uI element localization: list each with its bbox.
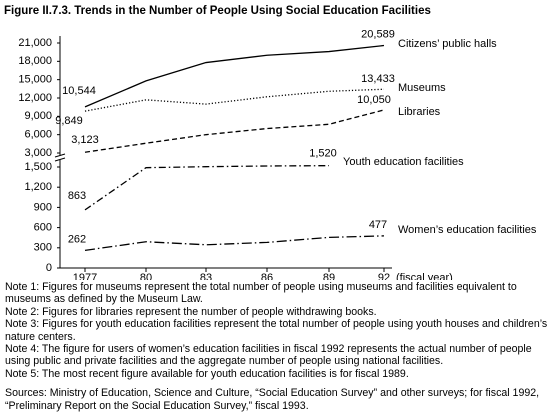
series-line — [84, 109, 385, 153]
y-tick-label: 3,000 — [24, 147, 52, 159]
series-line — [84, 165, 330, 211]
x-tick-label: 92 — [378, 272, 390, 280]
series-line — [84, 88, 385, 112]
value-label: 262 — [68, 233, 86, 245]
x-tick-label: 86 — [261, 272, 273, 280]
value-label: 13,433 — [361, 73, 395, 85]
y-tick-label: 600 — [34, 222, 52, 234]
value-label: 477 — [369, 219, 387, 231]
value-label: 863 — [68, 190, 86, 202]
note: Note 2: Figures for libraries represent … — [5, 305, 377, 318]
value-label: 9,849 — [55, 115, 83, 127]
note: Note 4: The figure for users of women’s … — [5, 343, 532, 368]
value-label: 3,123 — [71, 134, 99, 146]
y-tick-label: 6,000 — [24, 129, 52, 141]
value-label: 1,520 — [309, 148, 337, 160]
x-tick-label: 89 — [323, 272, 335, 280]
y-tick-label: 300 — [34, 242, 52, 254]
y-tick-label: 0 — [46, 262, 52, 274]
y-tick-label: 9,000 — [24, 110, 52, 122]
chart-title: Figure II.7.3. Trends in the Number of P… — [4, 5, 431, 17]
note: Note 3: Figures for youth education faci… — [5, 318, 548, 343]
y-tick-label: 15,000 — [18, 74, 52, 86]
note: Note 1: Figures for museums represent th… — [5, 281, 517, 306]
x-axis-label: (fiscal year) — [396, 272, 453, 280]
series-name: Museums — [398, 82, 446, 94]
note: Note 5: The most recent figure available… — [5, 367, 409, 380]
series-name: Women’s education facilities — [398, 224, 537, 236]
y-tick-label: 12,000 — [18, 92, 52, 104]
series-name: Youth education facilities — [343, 156, 464, 168]
value-label: 10,544 — [62, 85, 96, 97]
y-tick-label: 21,000 — [18, 37, 52, 49]
y-tick-label: 1,500 — [24, 161, 52, 173]
series-line — [84, 44, 385, 108]
chart: Figure II.7.3. Trends in the Number of P… — [4, 5, 537, 280]
x-tick-label: 83 — [200, 272, 212, 280]
series-name: Citizens’ public halls — [398, 38, 497, 50]
axis-break — [54, 157, 66, 162]
sources: Sources: Ministry of Education, Science … — [5, 387, 540, 412]
value-label: 10,050 — [357, 94, 391, 106]
notes: Note 1: Figures for museums represent th… — [5, 281, 553, 412]
x-tick-label: 1977 — [73, 272, 97, 280]
x-tick-label: 80 — [140, 272, 152, 280]
value-label: 20,589 — [361, 28, 395, 40]
y-tick-label: 1,200 — [24, 181, 52, 193]
series-line — [84, 235, 385, 252]
axis-break — [54, 153, 66, 158]
y-tick-label: 18,000 — [18, 55, 52, 67]
series-name: Libraries — [398, 106, 441, 118]
y-tick-label: 900 — [34, 201, 52, 213]
